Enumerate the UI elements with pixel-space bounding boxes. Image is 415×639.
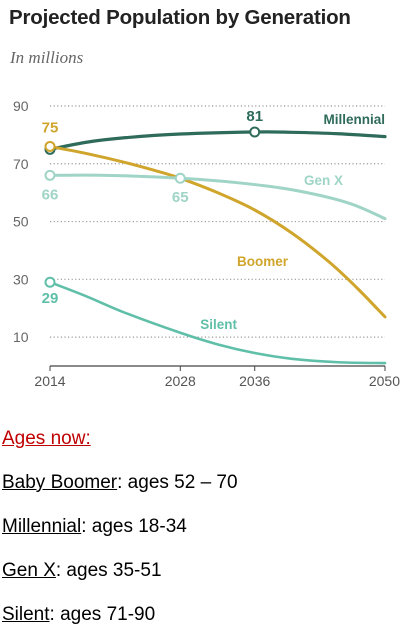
data-point-marker — [249, 126, 261, 138]
population-line-chart: 10 30 50 70 90 2014 2028 2036 2050 Millennial Boom… — [13, 98, 400, 389]
note-silent: Silent: ages 71-90 — [2, 604, 155, 626]
series-line-gen-x — [48, 173, 387, 221]
y-tick-label: 50 — [13, 214, 29, 230]
note-name: Baby Boomer — [2, 472, 118, 493]
data-point-marker — [174, 172, 186, 184]
chart-title: Projected Population by Generation — [9, 6, 351, 29]
note-name: Gen X — [2, 560, 56, 581]
data-point-marker — [44, 140, 56, 152]
note-ages: : ages 18-34 — [81, 516, 187, 537]
series-name-label: Gen X — [304, 173, 343, 188]
note-ages: : ages 52 – 70 — [117, 472, 238, 493]
data-value-label: 75 — [42, 119, 59, 136]
data-point-marker — [44, 169, 56, 181]
x-tick-label: 2050 — [369, 373, 400, 389]
data-value-label: 81 — [246, 108, 263, 125]
series-name-label: Boomer — [237, 254, 289, 269]
note-ages: : ages 35-51 — [55, 560, 162, 581]
series-line-millennial — [48, 130, 387, 151]
y-tick-label: 10 — [13, 329, 29, 345]
note-baby-boomer: Baby Boomer: ages 52 – 70 — [2, 472, 238, 494]
y-tick-label: 30 — [13, 271, 29, 287]
note-name: Silent — [2, 604, 50, 625]
y-tick-label: 90 — [13, 98, 29, 114]
x-tick-label: 2028 — [165, 373, 196, 389]
data-value-label: 66 — [42, 186, 59, 203]
series-name-label: Millennial — [323, 112, 385, 127]
note-gen-x: Gen X: ages 35-51 — [2, 560, 162, 582]
series-name-label: Silent — [200, 317, 237, 332]
x-tick-label: 2014 — [34, 373, 65, 389]
series-line-silent — [48, 280, 387, 365]
data-value-label: 29 — [42, 290, 59, 307]
note-ages: : ages 71-90 — [49, 604, 156, 625]
y-tick-label: 70 — [13, 156, 29, 172]
ages-heading: Ages now: — [2, 428, 91, 449]
data-value-label: 65 — [172, 189, 189, 206]
note-name: Millennial — [2, 516, 82, 537]
note-millennial: Millennial: ages 18-34 — [2, 516, 187, 538]
x-tick-label: 2036 — [239, 373, 270, 389]
chart-subtitle: In millions — [10, 48, 84, 67]
series-line-boomer — [48, 144, 387, 319]
data-point-marker — [44, 276, 56, 288]
